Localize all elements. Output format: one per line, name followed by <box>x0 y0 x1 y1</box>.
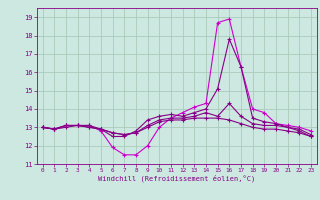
X-axis label: Windchill (Refroidissement éolien,°C): Windchill (Refroidissement éolien,°C) <box>98 175 255 182</box>
